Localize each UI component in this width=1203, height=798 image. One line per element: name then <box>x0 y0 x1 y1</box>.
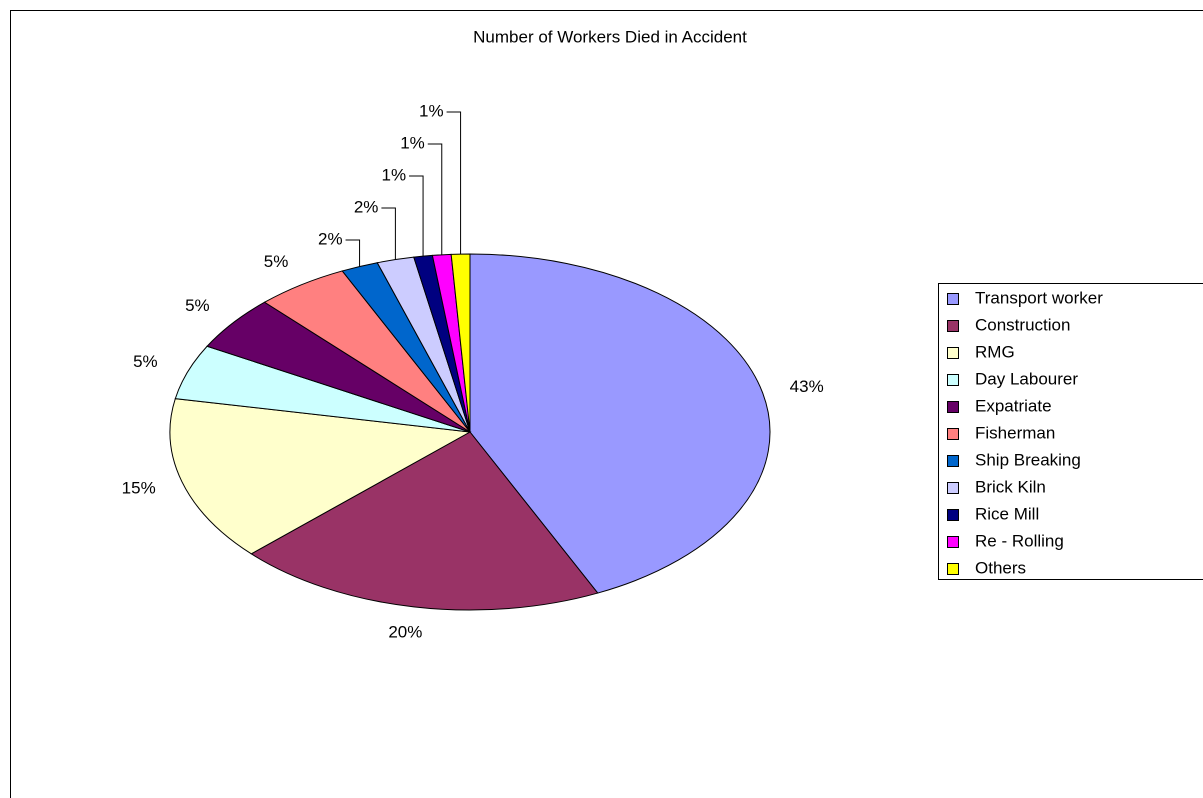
data-label: 5% <box>133 352 158 371</box>
leader-line <box>381 207 396 260</box>
data-label: 20% <box>388 623 422 642</box>
data-label: 1% <box>381 165 406 184</box>
legend-label: Brick Kiln <box>975 477 1046 496</box>
legend-label: Rice Mill <box>975 504 1039 523</box>
legend-label: RMG <box>975 342 1015 361</box>
legend-swatch <box>947 293 959 305</box>
leader-line <box>409 175 424 257</box>
legend-swatch <box>947 401 959 413</box>
legend-label: Re - Rolling <box>975 531 1064 550</box>
legend-label: Transport worker <box>975 288 1103 307</box>
legend-swatch <box>947 536 959 548</box>
legend-swatch <box>947 428 959 440</box>
legend-label: Day Labourer <box>975 369 1078 388</box>
legend <box>938 283 1203 580</box>
legend-label: Ship Breaking <box>975 450 1081 469</box>
legend-label: Fisherman <box>975 423 1055 442</box>
legend-label: Others <box>975 558 1026 577</box>
leader-line <box>427 143 443 255</box>
data-label: 2% <box>354 197 379 216</box>
legend-swatch <box>947 374 959 386</box>
data-label: 1% <box>419 101 444 120</box>
pie-slice <box>250 431 599 611</box>
legend-swatch <box>947 347 959 359</box>
leader-line <box>345 239 361 267</box>
pie-slice <box>169 398 472 555</box>
data-label: 5% <box>185 296 210 315</box>
legend-swatch <box>947 482 959 494</box>
legend-swatch <box>947 320 959 332</box>
legend-swatch <box>947 455 959 467</box>
legend-swatch <box>947 509 959 521</box>
chart-title: Number of Workers Died in Accident <box>473 27 747 46</box>
legend-label: Construction <box>975 315 1070 334</box>
legend-swatch <box>947 563 959 575</box>
legend-label: Expatriate <box>975 396 1052 415</box>
data-label: 1% <box>400 133 425 152</box>
data-label: 2% <box>318 229 343 248</box>
data-label: 43% <box>790 377 824 396</box>
data-label: 5% <box>264 252 289 271</box>
data-label: 15% <box>122 479 156 498</box>
leader-line <box>446 111 462 255</box>
pie-slice <box>469 253 771 594</box>
